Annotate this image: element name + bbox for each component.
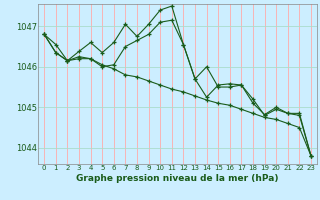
X-axis label: Graphe pression niveau de la mer (hPa): Graphe pression niveau de la mer (hPa) <box>76 174 279 183</box>
